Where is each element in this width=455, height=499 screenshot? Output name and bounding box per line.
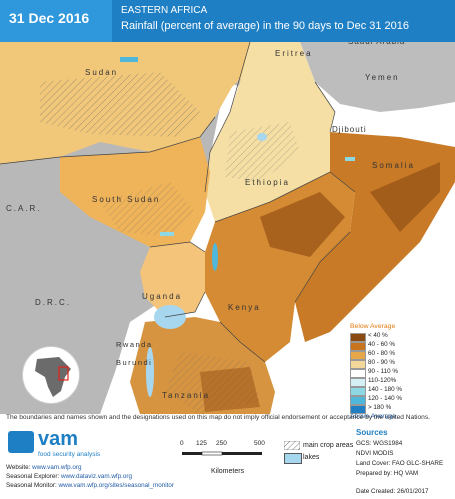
sudan-hatch <box>40 72 200 137</box>
label-ethiopia: Ethiopia <box>245 178 290 187</box>
legend-swatch <box>350 369 366 378</box>
legend-swatch <box>350 360 366 369</box>
south-sudan-hatch <box>100 182 195 237</box>
scale-125: 125 <box>196 440 207 447</box>
label-drc: D.R.C. <box>35 298 71 307</box>
lake-swatch <box>284 453 302 464</box>
country-borders <box>0 42 356 363</box>
wet-patch-somalia <box>345 157 355 161</box>
region-title: EASTERN AFRICA <box>121 5 208 16</box>
dry-patch-1 <box>260 192 345 257</box>
lake-tana <box>257 133 267 141</box>
legend-label: 110-120% <box>368 377 397 384</box>
legend-swatch <box>350 405 366 414</box>
crop-swatch <box>284 441 300 450</box>
label-south-sudan: South Sudan <box>92 195 160 204</box>
explorer-label: Seasonal Explorer: <box>6 473 60 480</box>
wet-patch-sudan <box>120 57 138 62</box>
map-title: Rainfall (percent of average) in the 90 … <box>121 20 410 32</box>
inset-africa-map <box>22 346 80 404</box>
legend-title: Below Average <box>350 323 396 330</box>
source-prepared: Prepared by: HQ VAM <box>356 470 419 477</box>
label-yemen: Yemen <box>365 73 400 82</box>
label-kenya: Kenya <box>228 303 261 312</box>
land-arabia <box>300 42 455 112</box>
legend-swatch <box>350 333 366 342</box>
legend-swatch <box>350 342 366 351</box>
legend-label: 80 - 90 % <box>368 359 395 366</box>
label-eritrea: Eritrea <box>275 49 313 58</box>
lake-tanganyika <box>146 347 154 397</box>
explorer-line: Seasonal Explorer: www.dataviz.vam.wfp.o… <box>6 473 132 480</box>
source-landcover: Land Cover: FAO GLC-SHARE <box>356 460 444 467</box>
lake-turkana <box>212 243 218 271</box>
legend-label: 90 - 110 % <box>368 368 398 375</box>
disclaimer: The boundaries and names shown and the d… <box>6 414 430 421</box>
scale-unit: Kilometers <box>211 468 245 475</box>
legend-swatch <box>350 396 366 405</box>
date-box: 31 Dec 2016 <box>0 0 112 42</box>
label-car: C.A.R. <box>6 204 42 213</box>
lake-victoria <box>154 305 186 329</box>
legend-swatch <box>350 351 366 360</box>
date-created: Date Created: 26/01/2017 <box>356 488 429 495</box>
legend-label: 60 - 80 % <box>368 350 395 357</box>
uganda-region <box>140 242 205 317</box>
website-line: Website: www.vam.wfp.org <box>6 464 81 471</box>
wfp-logo-icon <box>8 431 34 453</box>
rainfall-map: Sudan Eritrea Saudi Arabia Yemen Djibout… <box>0 42 455 414</box>
dry-patch-3 <box>200 367 260 412</box>
legend-label: > 180 % <box>368 404 392 411</box>
label-burundi: Burundi <box>116 358 152 367</box>
legend-bottom: Above Average <box>350 413 396 420</box>
africa-locator <box>24 348 78 402</box>
monitor-line: Seasonal Monitor: www.vam.wfp.org/sites/… <box>6 482 174 489</box>
legend-label: < 40 % <box>368 332 388 339</box>
crop-label: main crop areas <box>303 442 354 449</box>
explorer-link[interactable]: www.dataviz.vam.wfp.org <box>60 473 133 480</box>
scale-0: 0 <box>180 440 184 447</box>
label-somalia: Somalia <box>372 161 415 170</box>
legend-label: 40 - 60 % <box>368 341 395 348</box>
ethiopia-hatch <box>225 122 300 182</box>
sources-title: Sources <box>356 428 388 437</box>
label-saudi: Saudi Arabia <box>348 42 405 46</box>
label-rwanda: Rwanda <box>116 340 153 349</box>
scale-500: 500 <box>254 440 265 447</box>
scale-250: 250 <box>216 440 227 447</box>
label-uganda: Uganda <box>142 292 182 301</box>
label-sudan: Sudan <box>85 68 118 77</box>
vam-subtitle: food security analysis <box>38 451 101 458</box>
vam-wordmark: vam <box>38 428 79 450</box>
monitor-label: Seasonal Monitor: <box>6 482 57 489</box>
website-link[interactable]: www.vam.wfp.org <box>32 464 82 471</box>
monitor-link[interactable]: www.vam.wfp.org/sites/seasonal_monitor <box>58 482 175 489</box>
legend-label: 120 - 140 % <box>368 395 402 402</box>
website-label: Website: <box>6 464 31 471</box>
label-tanzania: Tanzania <box>162 391 210 400</box>
source-ndvi: NDVI MODIS <box>356 450 394 457</box>
legend-swatch <box>350 387 366 396</box>
legend-label: 140 - 180 % <box>368 386 402 393</box>
date-label: 31 Dec 2016 <box>9 10 90 26</box>
lakes-label: lakes <box>303 454 320 461</box>
wet-patch-ssudan <box>160 232 174 236</box>
label-djibouti: Djibouti <box>332 125 367 134</box>
scale-bar <box>182 451 262 456</box>
legend-swatch <box>350 378 366 387</box>
source-gcs: GCS: WGS1984 <box>356 440 403 447</box>
dry-patch-2 <box>370 162 440 232</box>
